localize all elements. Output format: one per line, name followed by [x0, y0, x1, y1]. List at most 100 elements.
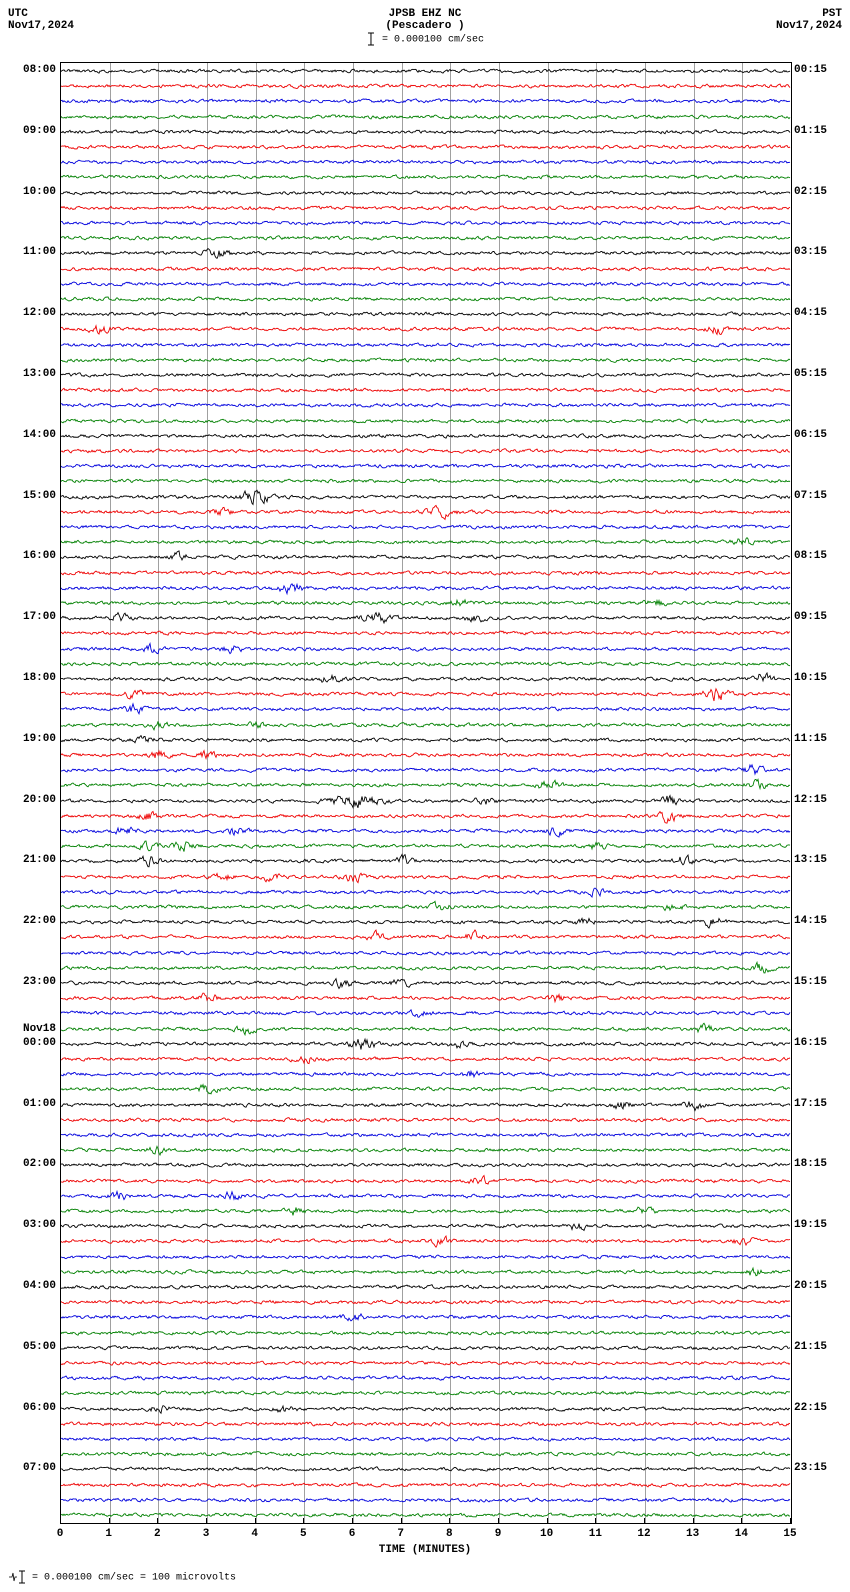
pst-hour-label: 03:15 [794, 246, 842, 258]
pst-hour-label: 07:15 [794, 490, 842, 502]
header-left: UTC Nov17,2024 [8, 8, 74, 32]
utc-hour-label: 05:00 [8, 1341, 56, 1353]
x-tick-mark [498, 1518, 499, 1524]
seismogram-container: UTC Nov17,2024 JPSB EHZ NC (Pescadero ) … [8, 8, 842, 1584]
x-tick-label: 4 [251, 1528, 258, 1540]
x-tick-mark [401, 1518, 402, 1524]
station-code: JPSB EHZ NC [366, 8, 484, 20]
x-tick-label: 7 [397, 1528, 404, 1540]
utc-hour-label: 21:00 [8, 854, 56, 866]
pst-hour-label: 23:15 [794, 1462, 842, 1474]
x-tick-label: 14 [735, 1528, 748, 1540]
x-tick-mark [109, 1518, 110, 1524]
x-tick-mark [255, 1518, 256, 1524]
x-tick-label: 10 [540, 1528, 553, 1540]
scale-indicator: = 0.000100 cm/sec [366, 32, 484, 46]
plot-area: 08:00 09:00 10:00 11:00 12:00 13:00 14:00 15:00… [8, 62, 842, 1542]
pst-hour-label: 00:15 [794, 64, 842, 76]
x-tick-label: 0 [57, 1528, 64, 1540]
pst-hour-label: 05:15 [794, 368, 842, 380]
utc-hour-label: 22:00 [8, 915, 56, 927]
x-tick-label: 1 [105, 1528, 112, 1540]
x-tick-mark [449, 1518, 450, 1524]
pst-hour-label: 17:15 [794, 1098, 842, 1110]
pst-date: Nov17,2024 [776, 20, 842, 32]
utc-hour-label: 16:00 [8, 550, 56, 562]
utc-hour-label: 04:00 [8, 1280, 56, 1292]
x-tick-label: 8 [446, 1528, 453, 1540]
utc-hour-label: 17:00 [8, 611, 56, 623]
utc-label: UTC [8, 8, 74, 20]
utc-hour-label: 10:00 [8, 186, 56, 198]
utc-hour-label: 18:00 [8, 672, 56, 684]
station-location: (Pescadero ) [366, 20, 484, 32]
utc-hour-label: 20:00 [8, 794, 56, 806]
x-tick-label: 6 [349, 1528, 356, 1540]
x-tick-mark [206, 1518, 207, 1524]
utc-hour-label: 08:00 [8, 64, 56, 76]
x-tick-mark [60, 1518, 61, 1524]
x-tick-mark [790, 1518, 791, 1524]
seismic-trace [61, 1495, 791, 1524]
x-tick-label: 13 [686, 1528, 699, 1540]
scale-text: = 0.000100 cm/sec [382, 35, 484, 46]
x-tick-mark [303, 1518, 304, 1524]
utc-hour-label: 19:00 [8, 733, 56, 745]
utc-hour-label: 14:00 [8, 429, 56, 441]
footer-text: = 0.000100 cm/sec = 100 microvolts [32, 1573, 236, 1584]
utc-date: Nov17,2024 [8, 20, 74, 32]
x-tick-label: 3 [203, 1528, 210, 1540]
header: UTC Nov17,2024 JPSB EHZ NC (Pescadero ) … [8, 8, 842, 58]
pst-hour-label: 12:15 [794, 794, 842, 806]
x-tick-mark [157, 1518, 158, 1524]
pst-hour-label: 13:15 [794, 854, 842, 866]
x-tick-label: 15 [783, 1528, 796, 1540]
footer: = 0.000100 cm/sec = 100 microvolts [8, 1570, 842, 1584]
x-axis: TIME (MINUTES) 0123456789101112131415 [60, 1522, 790, 1562]
utc-hour-label: 09:00 [8, 125, 56, 137]
utc-hour-label: 13:00 [8, 368, 56, 380]
utc-hour-label: 03:00 [8, 1219, 56, 1231]
date-break-label: Nov18 [8, 1023, 56, 1035]
x-tick-label: 2 [154, 1528, 161, 1540]
pst-hour-label: 18:15 [794, 1158, 842, 1170]
x-tick-label: 12 [637, 1528, 650, 1540]
pst-hour-label: 01:15 [794, 125, 842, 137]
pst-hour-label: 22:15 [794, 1402, 842, 1414]
header-center: JPSB EHZ NC (Pescadero ) = 0.000100 cm/s… [366, 8, 484, 46]
x-tick-label: 11 [589, 1528, 602, 1540]
pst-hour-label: 15:15 [794, 976, 842, 988]
x-tick-mark [693, 1518, 694, 1524]
pst-hour-label: 04:15 [794, 307, 842, 319]
x-tick-mark [352, 1518, 353, 1524]
pst-hour-label: 02:15 [794, 186, 842, 198]
pst-hour-label: 10:15 [794, 672, 842, 684]
pst-label: PST [776, 8, 842, 20]
pst-hour-label: 19:15 [794, 1219, 842, 1231]
x-tick-label: 5 [300, 1528, 307, 1540]
plot-frame [60, 62, 792, 1524]
utc-hour-label: 15:00 [8, 490, 56, 502]
x-tick-mark [595, 1518, 596, 1524]
pst-hour-label: 11:15 [794, 733, 842, 745]
utc-hour-label: 06:00 [8, 1402, 56, 1414]
x-tick-mark [644, 1518, 645, 1524]
pst-hour-label: 14:15 [794, 915, 842, 927]
pst-hour-label: 08:15 [794, 550, 842, 562]
x-tick-mark [547, 1518, 548, 1524]
utc-hour-label: 11:00 [8, 246, 56, 258]
x-tick-label: 9 [495, 1528, 502, 1540]
utc-hour-label: 07:00 [8, 1462, 56, 1474]
utc-hour-label: 00:00 [8, 1037, 56, 1049]
x-tick-mark [741, 1518, 742, 1524]
x-axis-title: TIME (MINUTES) [379, 1544, 471, 1556]
header-right: PST Nov17,2024 [776, 8, 842, 32]
pst-hour-label: 16:15 [794, 1037, 842, 1049]
utc-hour-label: 01:00 [8, 1098, 56, 1110]
pst-hour-label: 09:15 [794, 611, 842, 623]
utc-hour-label: 23:00 [8, 976, 56, 988]
utc-hour-label: 12:00 [8, 307, 56, 319]
pst-hour-label: 21:15 [794, 1341, 842, 1353]
pst-hour-label: 06:15 [794, 429, 842, 441]
utc-hour-label: 02:00 [8, 1158, 56, 1170]
